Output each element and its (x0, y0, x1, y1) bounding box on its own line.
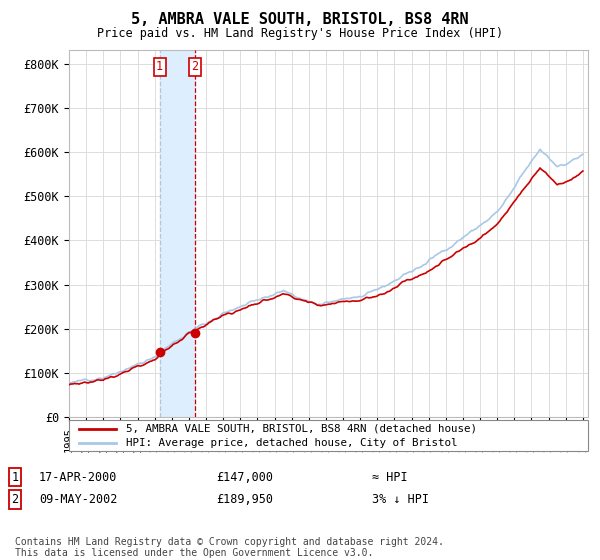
Text: £147,000: £147,000 (216, 470, 273, 484)
FancyBboxPatch shape (69, 420, 588, 451)
Text: 1: 1 (11, 470, 19, 484)
Text: ≈ HPI: ≈ HPI (372, 470, 407, 484)
Text: HPI: Average price, detached house, City of Bristol: HPI: Average price, detached house, City… (126, 438, 458, 448)
Text: Price paid vs. HM Land Registry's House Price Index (HPI): Price paid vs. HM Land Registry's House … (97, 27, 503, 40)
Text: £189,950: £189,950 (216, 493, 273, 506)
Text: 2: 2 (191, 60, 199, 73)
Text: 2: 2 (11, 493, 19, 506)
Text: 5, AMBRA VALE SOUTH, BRISTOL, BS8 4RN: 5, AMBRA VALE SOUTH, BRISTOL, BS8 4RN (131, 12, 469, 27)
Text: 09-MAY-2002: 09-MAY-2002 (39, 493, 118, 506)
Text: 1: 1 (156, 60, 163, 73)
Text: 5, AMBRA VALE SOUTH, BRISTOL, BS8 4RN (detached house): 5, AMBRA VALE SOUTH, BRISTOL, BS8 4RN (d… (126, 423, 477, 433)
Text: 3% ↓ HPI: 3% ↓ HPI (372, 493, 429, 506)
Polygon shape (160, 50, 195, 417)
Text: Contains HM Land Registry data © Crown copyright and database right 2024.
This d: Contains HM Land Registry data © Crown c… (15, 536, 444, 558)
Text: 17-APR-2000: 17-APR-2000 (39, 470, 118, 484)
